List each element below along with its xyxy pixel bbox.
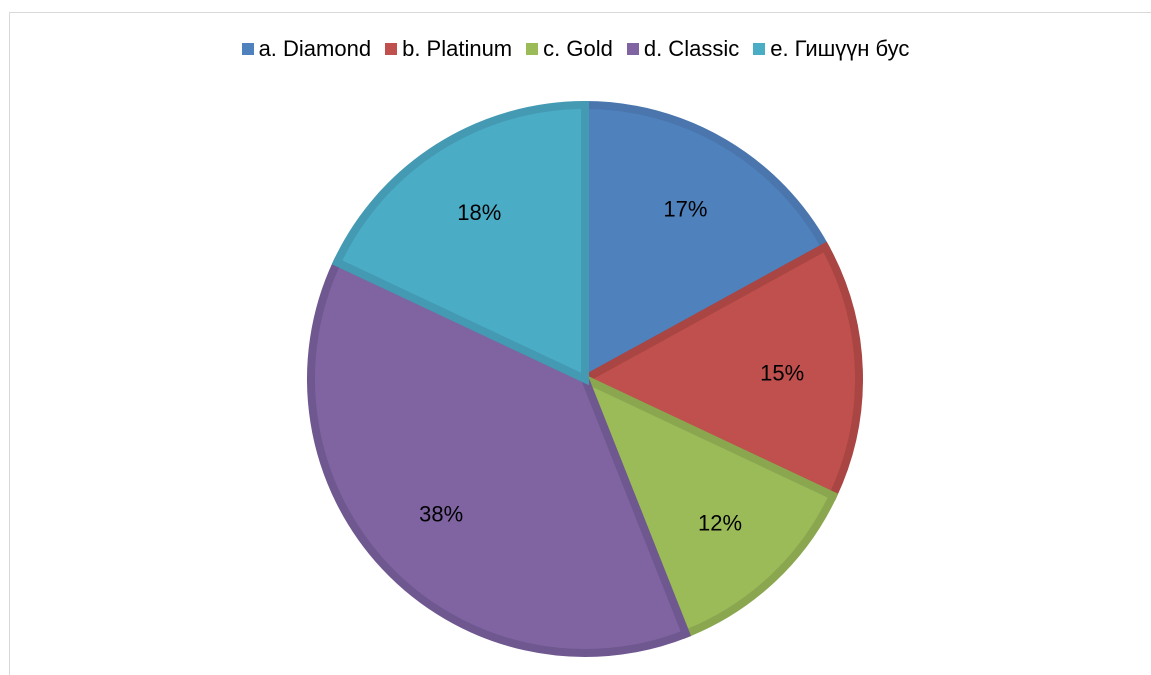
legend-item-platinum: b. Platinum <box>385 36 512 62</box>
data-label-classic: 38% <box>419 502 463 527</box>
legend-item-gold: c. Gold <box>526 36 613 62</box>
legend-label-diamond: a. Diamond <box>258 36 372 61</box>
legend-swatch-classic <box>626 43 639 55</box>
legend-swatch-gold <box>526 43 539 55</box>
legend-item-non-member: e. Гишүүн бус <box>753 36 909 62</box>
data-label-non-member: 18% <box>457 200 501 225</box>
legend-label-platinum: b. Platinum <box>402 36 513 61</box>
pie-slice-classic <box>307 257 692 657</box>
legend-item-diamond: a. Diamond <box>241 36 372 62</box>
pie-slice-gold <box>577 371 839 639</box>
pie-slice-non-member <box>331 100 589 386</box>
legend-swatch-non-member <box>753 43 766 55</box>
pie-slice-diamond <box>581 100 831 386</box>
pie-slice-platinum <box>576 241 863 501</box>
legend-label-classic: d. Classic <box>643 36 740 61</box>
legend-label-gold: c. Gold <box>543 36 613 61</box>
data-label-diamond: 17% <box>663 197 707 222</box>
legend: a. Diamond b. Platinum c. Gold d. Classi… <box>0 36 1151 62</box>
legend-swatch-diamond <box>241 43 254 55</box>
data-label-gold: 12% <box>698 510 742 535</box>
data-label-platinum: 15% <box>760 360 804 385</box>
legend-label-non-member: e. Гишүүн бус <box>770 36 910 61</box>
legend-item-classic: d. Classic <box>626 36 740 62</box>
legend-swatch-platinum <box>385 43 398 55</box>
